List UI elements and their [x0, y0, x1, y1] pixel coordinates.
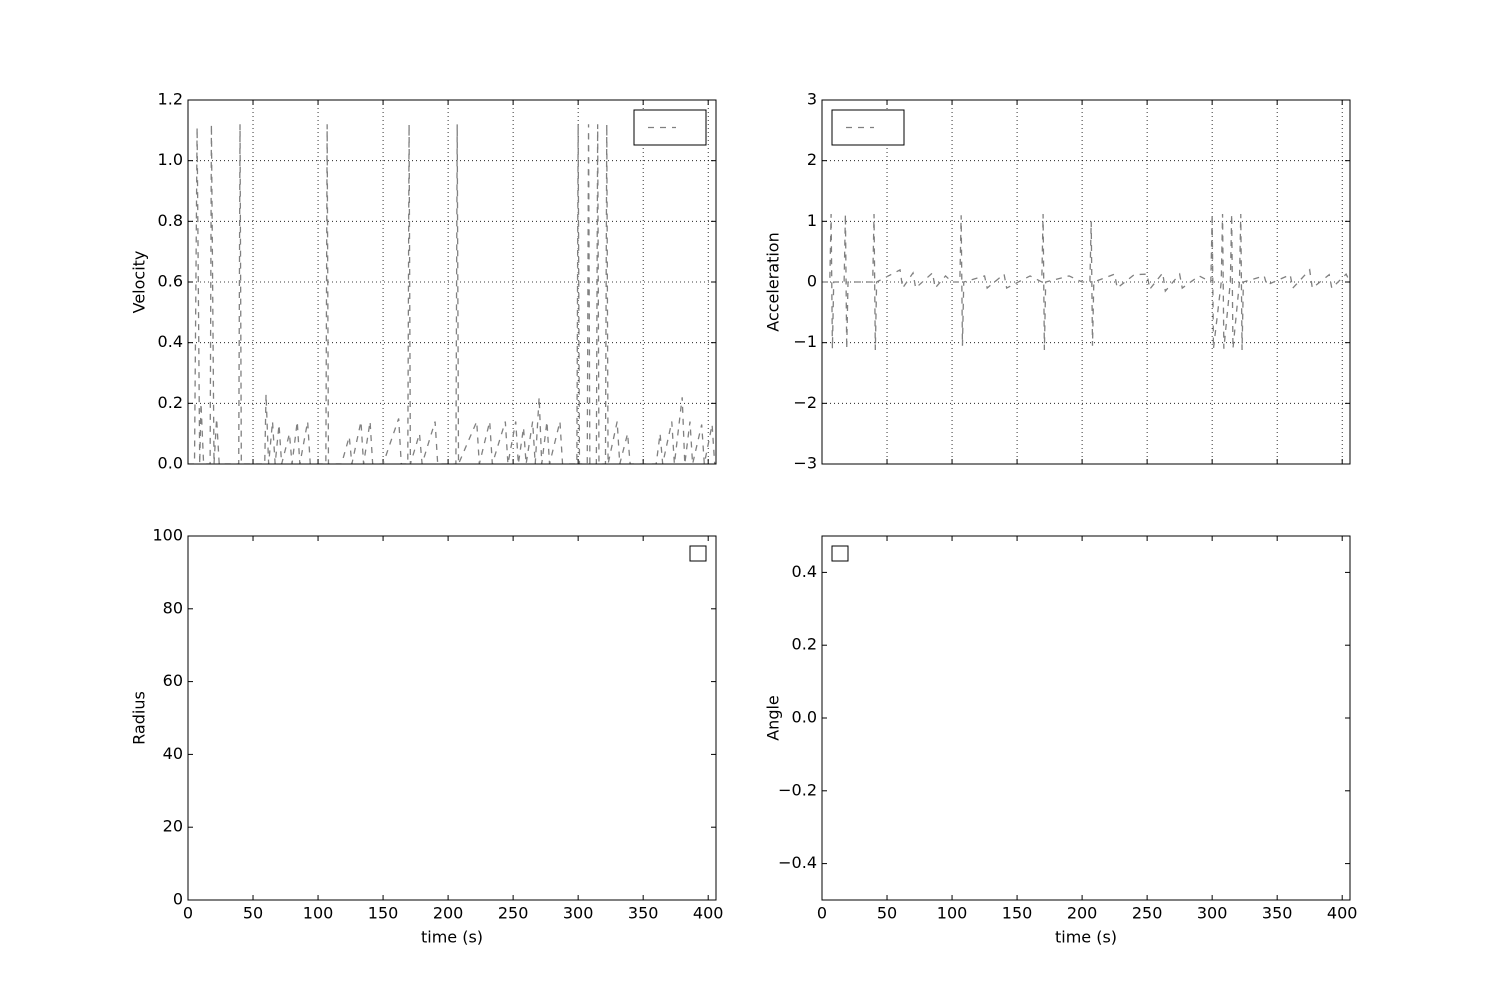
y-tick-label: 0.2 — [158, 393, 183, 412]
x-tick-label: 350 — [628, 904, 659, 923]
y-tick-label: 100 — [152, 526, 183, 545]
x-tick-label: 400 — [1327, 904, 1358, 923]
subplot: 0.0 0.2 0.4 0.6 0.8 1.0 1.2 Velocity — [130, 90, 717, 473]
legend — [831, 109, 905, 146]
x-tick-label: 100 — [937, 904, 968, 923]
x-axis-label: time (s) — [1055, 928, 1117, 947]
y-tick-label: 0.0 — [158, 454, 183, 473]
x-tick-label: 300 — [563, 904, 594, 923]
x-tick-label: 250 — [498, 904, 529, 923]
y-axis-label: Angle — [764, 695, 783, 741]
y-tick-label: 0 — [173, 890, 183, 909]
data-line — [188, 124, 716, 464]
y-tick-label: 0.4 — [792, 562, 817, 581]
x-tick-label: 0 — [183, 904, 193, 923]
y-tick-label: 3 — [807, 90, 817, 109]
x-tick-label: 350 — [1262, 904, 1293, 923]
x-tick-label: 50 — [243, 904, 263, 923]
y-tick-label: 1 — [807, 211, 817, 230]
y-tick-label: 60 — [163, 671, 183, 690]
y-tick-label: 1.2 — [158, 90, 183, 109]
x-tick-label: 50 — [877, 904, 897, 923]
subplot: −3 −2 −1 0 1 2 3 Acceleration — [764, 90, 1351, 473]
y-tick-label: 0.2 — [792, 635, 817, 654]
legend — [689, 545, 707, 562]
y-tick-label: −1 — [793, 332, 817, 351]
y-axis-label: Acceleration — [764, 232, 783, 331]
y-tick-label: −2 — [793, 393, 817, 412]
legend — [831, 545, 849, 562]
y-tick-label: −3 — [793, 454, 817, 473]
y-tick-label: 1.0 — [158, 150, 183, 169]
y-tick-label: 0.6 — [158, 272, 183, 291]
x-tick-label: 150 — [368, 904, 399, 923]
axes-frame — [187, 535, 717, 901]
x-tick-label: 200 — [433, 904, 464, 923]
y-axis-label: Velocity — [130, 251, 149, 314]
y-tick-label: −0.2 — [778, 780, 817, 799]
y-tick-label: −0.4 — [778, 853, 817, 872]
x-tick-label: 200 — [1067, 904, 1098, 923]
x-tick-label: 100 — [303, 904, 334, 923]
y-tick-label: 0.4 — [158, 332, 183, 351]
x-tick-label: 250 — [1132, 904, 1163, 923]
x-axis-label: time (s) — [421, 928, 483, 947]
y-tick-label: 0 — [807, 272, 817, 291]
x-tick-label: 0 — [817, 904, 827, 923]
y-tick-label: 40 — [163, 744, 183, 763]
data-line — [822, 214, 1350, 350]
y-axis-label: Radius — [130, 691, 149, 745]
axes-frame — [187, 99, 717, 465]
y-tick-label: 20 — [163, 817, 183, 836]
legend — [633, 109, 707, 146]
y-tick-label: 0.8 — [158, 211, 183, 230]
y-tick-label: 2 — [807, 150, 817, 169]
y-tick-label: 0.0 — [792, 708, 817, 727]
axes-frame — [821, 535, 1351, 901]
y-tick-label: 80 — [163, 598, 183, 617]
subplot: 0 50 100 150 200 250 300 350 400 0 20 40 60 80 100 Radi… — [130, 526, 724, 947]
axes-frame — [821, 99, 1351, 465]
x-tick-label: 150 — [1002, 904, 1033, 923]
subplot: 0 50 100 150 200 250 300 350 400 −0.4 −0.2 0.0 0.2 0.… — [764, 535, 1358, 947]
x-tick-label: 300 — [1197, 904, 1228, 923]
x-tick-label: 400 — [693, 904, 724, 923]
